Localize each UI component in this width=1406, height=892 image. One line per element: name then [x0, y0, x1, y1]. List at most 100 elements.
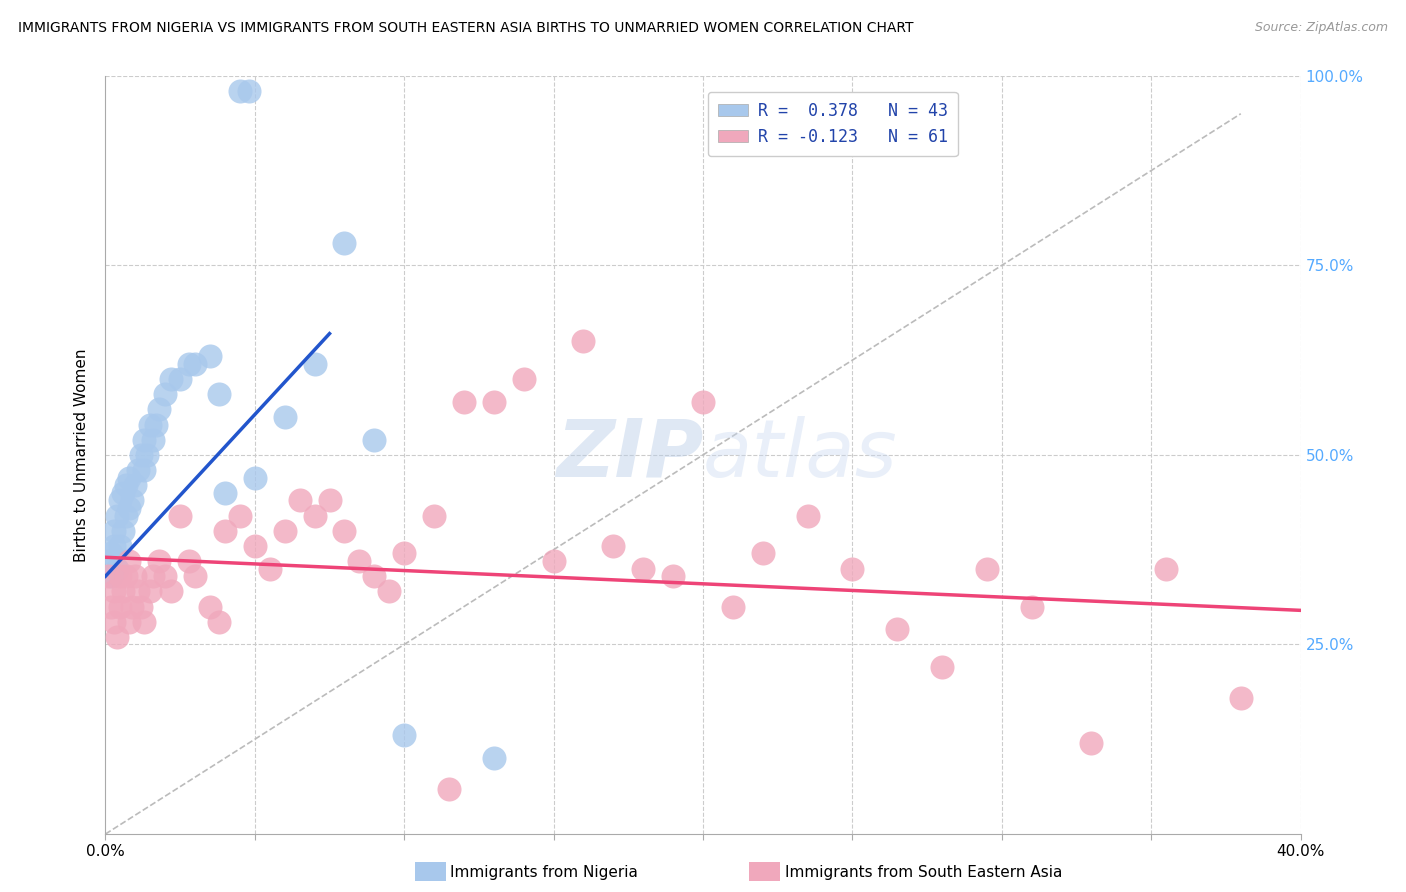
Point — [148, 402, 170, 417]
Point — [110, 599, 132, 614]
Point — [214, 485, 236, 500]
Point — [423, 508, 446, 523]
Point — [107, 630, 129, 644]
Point — [214, 524, 236, 538]
Point — [751, 546, 773, 561]
Point — [318, 493, 340, 508]
Point — [184, 357, 207, 371]
Point — [363, 569, 385, 583]
Point — [177, 554, 201, 568]
Point — [633, 562, 655, 576]
Point — [110, 569, 132, 583]
Point — [243, 539, 266, 553]
Point — [288, 493, 311, 508]
Point — [394, 546, 416, 561]
Point — [134, 433, 156, 447]
Point — [103, 584, 125, 599]
Text: atlas: atlas — [703, 416, 898, 494]
Point — [115, 569, 138, 583]
Legend: R =  0.378   N = 43, R = -0.123   N = 61: R = 0.378 N = 43, R = -0.123 N = 61 — [707, 92, 957, 156]
Point — [118, 471, 141, 485]
Point — [100, 569, 122, 583]
Point — [107, 508, 129, 523]
Point — [394, 728, 416, 742]
Point — [110, 493, 132, 508]
Point — [602, 539, 624, 553]
Point — [155, 387, 177, 401]
Point — [662, 569, 685, 583]
Point — [304, 508, 326, 523]
Point — [136, 448, 159, 462]
Text: ZIP: ZIP — [555, 416, 703, 494]
Point — [112, 524, 135, 538]
Point — [796, 508, 818, 523]
Point — [198, 599, 221, 614]
Point — [160, 372, 183, 386]
Point — [115, 508, 138, 523]
Point — [208, 387, 231, 401]
Point — [148, 554, 170, 568]
Point — [177, 357, 201, 371]
Point — [121, 493, 143, 508]
Point — [103, 615, 125, 629]
Point — [115, 478, 138, 492]
Point — [273, 409, 295, 424]
Point — [127, 584, 149, 599]
Point — [453, 394, 475, 409]
Point — [103, 524, 125, 538]
Point — [259, 562, 281, 576]
Point — [112, 584, 135, 599]
Point — [97, 569, 120, 583]
Point — [931, 660, 953, 674]
Point — [273, 524, 295, 538]
Point — [572, 334, 595, 348]
Point — [229, 84, 252, 98]
Point — [97, 554, 120, 568]
Point — [110, 539, 132, 553]
Point — [304, 357, 326, 371]
Point — [134, 615, 156, 629]
Point — [482, 751, 505, 765]
Point — [142, 433, 165, 447]
Point — [118, 554, 141, 568]
Point — [363, 433, 385, 447]
Point — [112, 485, 135, 500]
Point — [243, 471, 266, 485]
Point — [238, 84, 260, 98]
Point — [118, 500, 141, 515]
Y-axis label: Births to Unmarried Women: Births to Unmarried Women — [75, 348, 90, 562]
Point — [543, 554, 565, 568]
Point — [1154, 562, 1177, 576]
Point — [155, 569, 177, 583]
Point — [145, 417, 167, 432]
Point — [721, 599, 744, 614]
Text: Immigrants from South Eastern Asia: Immigrants from South Eastern Asia — [785, 865, 1062, 880]
Point — [107, 562, 129, 576]
Point — [129, 448, 153, 462]
Point — [1229, 690, 1253, 705]
Point — [124, 478, 146, 492]
Point — [142, 569, 165, 583]
Point — [976, 562, 998, 576]
Point — [127, 463, 149, 477]
Point — [378, 584, 401, 599]
Point — [134, 463, 156, 477]
Point — [103, 539, 125, 553]
Point — [160, 584, 183, 599]
Point — [169, 508, 191, 523]
Point — [184, 569, 207, 583]
Point — [100, 546, 122, 561]
Point — [333, 524, 356, 538]
Point — [208, 615, 231, 629]
Point — [139, 584, 162, 599]
Point — [229, 508, 252, 523]
Point — [349, 554, 371, 568]
Point — [121, 599, 143, 614]
Point — [886, 623, 908, 637]
Text: IMMIGRANTS FROM NIGERIA VS IMMIGRANTS FROM SOUTH EASTERN ASIA BIRTHS TO UNMARRIE: IMMIGRANTS FROM NIGERIA VS IMMIGRANTS FR… — [18, 21, 914, 35]
Point — [169, 372, 191, 386]
Point — [100, 599, 122, 614]
Point — [118, 615, 141, 629]
Point — [198, 349, 221, 364]
Point — [841, 562, 863, 576]
